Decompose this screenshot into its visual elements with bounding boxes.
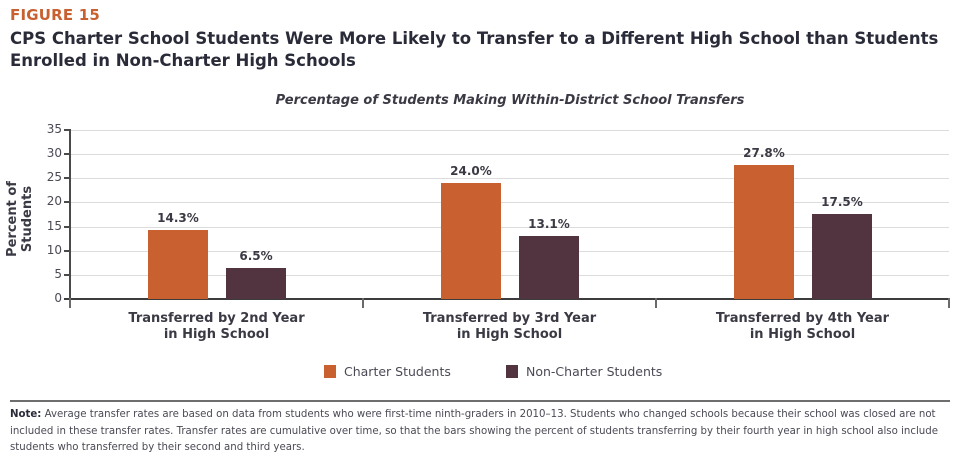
x-category-label-line: Transferred by 3rd Year bbox=[422, 311, 597, 326]
gridline bbox=[71, 130, 949, 131]
y-tick-label: 15 bbox=[46, 219, 62, 233]
legend-item-non-charter: Non-Charter Students bbox=[506, 364, 662, 379]
bar-value-label: 17.5% bbox=[821, 195, 863, 209]
x-category-label: Transferred by 2nd Year in High School bbox=[70, 311, 363, 343]
bar-charter bbox=[441, 183, 501, 299]
x-category-divider bbox=[362, 298, 364, 308]
bar-value-label: 13.1% bbox=[528, 217, 570, 231]
plot-area: 0 5 10 15 20 25 30 35 14.3% 6.5% Transferred by 2n… bbox=[46, 122, 950, 343]
x-category-label: Transferred by 3rd Year in High School bbox=[363, 311, 656, 343]
gridline bbox=[71, 202, 949, 203]
y-axis bbox=[69, 129, 71, 307]
gridline bbox=[71, 178, 949, 179]
y-tick bbox=[64, 129, 71, 131]
y-tick-label: 25 bbox=[46, 170, 62, 184]
x-category-label-line: in High School bbox=[749, 327, 856, 342]
note-text: Average transfer rates are based on data… bbox=[10, 409, 938, 453]
y-tick bbox=[64, 177, 71, 179]
bar-value-label: 14.3% bbox=[157, 211, 199, 225]
bar-value-label: 6.5% bbox=[239, 249, 273, 263]
bar-value-label: 27.8% bbox=[743, 146, 785, 160]
note: Note: Average transfer rates are based o… bbox=[10, 407, 955, 457]
bar-non-charter bbox=[226, 268, 286, 299]
gridline bbox=[71, 154, 949, 155]
y-tick-label: 20 bbox=[46, 194, 62, 208]
figure-title: CPS Charter School Students Were More Li… bbox=[10, 29, 939, 70]
bar-charter bbox=[148, 230, 208, 299]
x-category-divider bbox=[655, 298, 657, 308]
gridline bbox=[71, 275, 949, 276]
x-axis bbox=[64, 298, 950, 300]
y-tick bbox=[64, 201, 71, 203]
legend-label-non-charter: Non-Charter Students bbox=[526, 364, 663, 379]
legend-item-charter: Charter Students bbox=[324, 364, 451, 379]
x-category-label-line: Transferred by 4th Year bbox=[715, 311, 890, 326]
x-category-label: Transferred by 4th Year in High School bbox=[656, 311, 949, 343]
y-tick-label: 30 bbox=[46, 146, 62, 160]
gridline bbox=[71, 251, 949, 252]
y-tick-label: 0 bbox=[54, 291, 62, 305]
x-category-divider bbox=[948, 298, 950, 308]
y-tick bbox=[64, 153, 71, 155]
bar-non-charter bbox=[519, 236, 579, 299]
x-category-label-line: in High School bbox=[456, 327, 563, 342]
y-tick bbox=[64, 226, 71, 228]
bar-charter bbox=[734, 165, 794, 299]
note-divider bbox=[10, 400, 950, 402]
chart-subtitle: Percentage of Students Making Within-Dis… bbox=[275, 93, 745, 108]
x-category-label-line: in High School bbox=[163, 327, 270, 342]
legend-swatch-non-charter bbox=[506, 365, 518, 378]
x-category-divider bbox=[69, 298, 71, 308]
legend-label-charter: Charter Students bbox=[344, 364, 451, 379]
y-tick bbox=[64, 274, 71, 276]
note-prefix: Note: bbox=[10, 409, 42, 420]
bar-value-label: 24.0% bbox=[450, 164, 492, 178]
y-tick-label: 10 bbox=[46, 243, 62, 257]
y-tick-label: 5 bbox=[54, 267, 62, 281]
legend-swatch-charter bbox=[324, 365, 336, 378]
y-tick bbox=[64, 250, 71, 252]
y-tick-label: 35 bbox=[46, 122, 62, 136]
bar-non-charter bbox=[812, 214, 872, 299]
gridline bbox=[71, 227, 949, 228]
x-category-label-line: Transferred by 2nd Year bbox=[128, 311, 305, 326]
figure-label: FIGURE 15 bbox=[10, 6, 101, 24]
